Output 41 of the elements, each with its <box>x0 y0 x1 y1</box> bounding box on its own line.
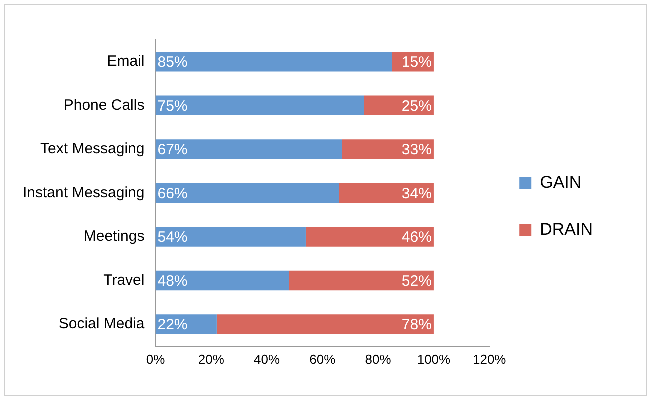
data-label: 75% <box>158 98 188 115</box>
legend-label: GAIN <box>540 173 582 192</box>
bar <box>156 270 290 291</box>
x-tick-label: 100% <box>417 352 452 367</box>
y-tick-label: Travel <box>104 272 145 289</box>
data-label: 78% <box>402 316 432 334</box>
data-label: 48% <box>158 272 188 290</box>
bar <box>216 314 434 334</box>
data-label: 22% <box>158 316 188 334</box>
x-tick-label: 60% <box>310 352 336 367</box>
y-tick-label: Social Media <box>58 316 146 333</box>
bar <box>339 183 434 204</box>
data-label: 15% <box>402 54 432 72</box>
y-tick-label: Phone Calls <box>64 96 145 114</box>
x-tick-label: 40% <box>254 352 280 367</box>
bar <box>342 140 434 160</box>
x-tick-label: 120% <box>472 352 507 367</box>
bar <box>156 227 306 247</box>
y-tick-label: Email <box>107 53 145 70</box>
data-label: 54% <box>158 229 188 246</box>
data-label: 34% <box>402 185 432 202</box>
bar <box>156 183 340 204</box>
y-tick-label: Text Messaging <box>40 140 145 158</box>
y-tick-label: Meetings <box>84 228 145 246</box>
y-tick-label: Instant Messaging <box>22 184 145 202</box>
bar <box>156 140 342 160</box>
x-tick-label: 0% <box>146 352 166 367</box>
data-label: 66% <box>158 185 188 202</box>
data-label: 33% <box>402 142 432 159</box>
x-tick-label: 20% <box>198 352 225 367</box>
x-tick-label: 80% <box>365 352 392 367</box>
data-label: 46% <box>402 229 432 246</box>
bar <box>306 227 434 247</box>
data-label: 52% <box>402 272 432 290</box>
bar <box>156 52 392 72</box>
data-label: 85% <box>158 54 188 72</box>
data-label: 25% <box>402 98 432 115</box>
bar <box>156 96 364 116</box>
legend-label: DRAIN <box>540 220 594 240</box>
bar <box>289 270 434 291</box>
data-label: 67% <box>158 142 188 159</box>
